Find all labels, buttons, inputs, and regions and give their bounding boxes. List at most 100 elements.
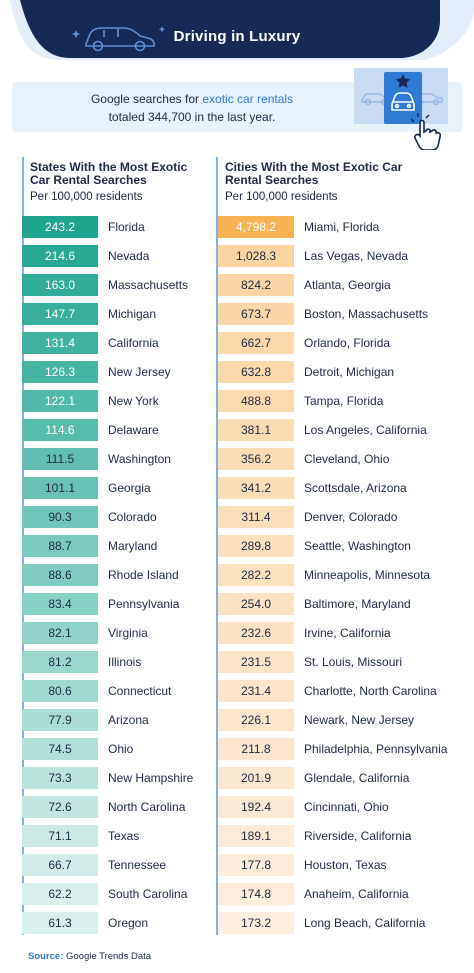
city-label: Minneapolis, Minnesota bbox=[304, 568, 431, 582]
city-row: 1,028.3 Las Vegas, Nevada bbox=[218, 245, 458, 267]
city-row: 662.7 Orlando, Florida bbox=[218, 332, 458, 354]
city-label: Denver, Colorado bbox=[304, 510, 398, 524]
city-value-cell: 226.1 bbox=[218, 709, 294, 731]
city-value-cell: 211.8 bbox=[218, 738, 294, 760]
city-value-cell: 341.2 bbox=[218, 477, 294, 499]
city-value-cell: 192.4 bbox=[218, 796, 294, 818]
state-value-cell: 126.3 bbox=[22, 361, 98, 383]
intro-highlight: exotic car rentals bbox=[202, 92, 294, 106]
city-label: Long Beach, California bbox=[304, 916, 426, 930]
city-value-cell: 381.1 bbox=[218, 419, 294, 441]
city-value-cell: 174.8 bbox=[218, 883, 294, 905]
city-value-cell: 189.1 bbox=[218, 825, 294, 847]
city-label: Anaheim, California bbox=[304, 887, 409, 901]
state-row: 61.3 Oregon bbox=[22, 912, 262, 934]
city-label: Atlanta, Georgia bbox=[304, 278, 391, 292]
city-value-cell: 231.5 bbox=[218, 651, 294, 673]
city-row: 824.2 Atlanta, Georgia bbox=[218, 274, 458, 296]
city-label: St. Louis, Missouri bbox=[304, 655, 403, 669]
state-value-cell: 74.5 bbox=[22, 738, 98, 760]
state-label: New York bbox=[108, 394, 159, 408]
city-row: 254.0 Baltimore, Maryland bbox=[218, 593, 458, 615]
state-row: 88.7 Maryland bbox=[22, 535, 262, 557]
state-value-cell: 61.3 bbox=[22, 912, 98, 934]
state-label: Washington bbox=[108, 452, 171, 466]
city-label: Orlando, Florida bbox=[304, 336, 391, 350]
state-label: New Jersey bbox=[108, 365, 171, 379]
city-row: 232.6 Irvine, California bbox=[218, 622, 458, 644]
state-value-cell: 163.0 bbox=[22, 274, 98, 296]
city-value-cell: 177.8 bbox=[218, 854, 294, 876]
city-value-cell: 662.7 bbox=[218, 332, 294, 354]
city-row: 632.8 Detroit, Michigan bbox=[218, 361, 458, 383]
state-label: Ohio bbox=[108, 742, 134, 756]
city-value-cell: 632.8 bbox=[218, 361, 294, 383]
car-card-icon bbox=[354, 68, 448, 150]
city-row: 673.7 Boston, Massachusetts bbox=[218, 303, 458, 325]
state-value-cell: 81.2 bbox=[22, 651, 98, 673]
city-row: 177.8 Houston, Texas bbox=[218, 854, 458, 876]
city-label: Houston, Texas bbox=[304, 858, 387, 872]
state-value-cell: 214.6 bbox=[22, 245, 98, 267]
city-value-cell: 488.8 bbox=[218, 390, 294, 412]
state-value-cell: 111.5 bbox=[22, 448, 98, 470]
city-label: Irvine, California bbox=[304, 626, 391, 640]
city-row: 381.1 Los Angeles, California bbox=[218, 419, 458, 441]
state-label: Michigan bbox=[108, 307, 157, 321]
city-label: Baltimore, Maryland bbox=[304, 597, 411, 611]
city-label: Boston, Massachusetts bbox=[304, 307, 429, 321]
city-row: 289.8 Seattle, Washington bbox=[218, 535, 458, 557]
city-row: 201.9 Glendale, California bbox=[218, 767, 458, 789]
city-label: Tampa, Florida bbox=[304, 394, 384, 408]
state-row: 66.7 Tennessee bbox=[22, 854, 262, 876]
state-value-cell: 82.1 bbox=[22, 622, 98, 644]
state-label: Georgia bbox=[108, 481, 151, 495]
source-note: Source: Google Trends Data bbox=[28, 951, 151, 962]
page-title: Driving in Luxury bbox=[173, 28, 301, 45]
city-label: Cincinnati, Ohio bbox=[304, 800, 389, 814]
city-value-cell: 1,028.3 bbox=[218, 245, 294, 267]
city-label: Miami, Florida bbox=[304, 220, 380, 234]
state-label: Connecticut bbox=[108, 684, 172, 698]
state-value-cell: 66.7 bbox=[22, 854, 98, 876]
state-value-cell: 114.6 bbox=[22, 419, 98, 441]
state-row: 126.3 New Jersey bbox=[22, 361, 262, 383]
state-row: 88.6 Rhode Island bbox=[22, 564, 262, 586]
state-row: 122.1 New York bbox=[22, 390, 262, 412]
city-row: 189.1 Riverside, California bbox=[218, 825, 458, 847]
city-row: 231.4 Charlotte, North Carolina bbox=[218, 680, 458, 702]
state-value-cell: 147.7 bbox=[22, 303, 98, 325]
state-value-cell: 122.1 bbox=[22, 390, 98, 412]
city-row: 356.2 Cleveland, Ohio bbox=[218, 448, 458, 470]
state-row: 82.1 Virginia bbox=[22, 622, 262, 644]
state-value-cell: 62.2 bbox=[22, 883, 98, 905]
city-row: 226.1 Newark, New Jersey bbox=[218, 709, 458, 731]
city-label: Glendale, California bbox=[304, 771, 410, 785]
state-value-cell: 80.6 bbox=[22, 680, 98, 702]
state-row: 71.1 Texas bbox=[22, 825, 262, 847]
state-label: Pennsylvania bbox=[108, 597, 180, 611]
state-value-cell: 88.7 bbox=[22, 535, 98, 557]
state-row: 83.4 Pennsylvania bbox=[22, 593, 262, 615]
city-row: 311.4 Denver, Colorado bbox=[218, 506, 458, 528]
city-row: 173.2 Long Beach, California bbox=[218, 912, 458, 934]
state-label: Colorado bbox=[108, 510, 157, 524]
state-label: South Carolina bbox=[108, 887, 188, 901]
city-value-cell: 289.8 bbox=[218, 535, 294, 557]
state-row: 77.9 Arizona bbox=[22, 709, 262, 731]
city-row: 231.5 St. Louis, Missouri bbox=[218, 651, 458, 673]
state-value-cell: 72.6 bbox=[22, 796, 98, 818]
header-band bbox=[0, 0, 474, 60]
state-row: 131.4 California bbox=[22, 332, 262, 354]
state-row: 147.7 Michigan bbox=[22, 303, 262, 325]
state-label: Delaware bbox=[108, 423, 159, 437]
state-row: 214.6 Nevada bbox=[22, 245, 262, 267]
header: Driving in Luxury bbox=[0, 0, 474, 64]
state-row: 73.3 New Hampshire bbox=[22, 767, 262, 789]
cities-divider bbox=[216, 157, 218, 935]
star-icon bbox=[395, 74, 411, 88]
states-title: States With the Most Exotic Car Rental S… bbox=[30, 160, 188, 187]
intro-line1-prefix: Google searches for bbox=[90, 92, 203, 106]
city-row: 192.4 Cincinnati, Ohio bbox=[218, 796, 458, 818]
city-row: 211.8 Philadelphia, Pennsylvania bbox=[218, 738, 458, 760]
